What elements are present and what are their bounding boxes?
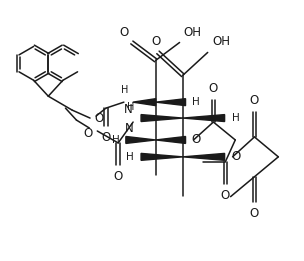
Text: H: H bbox=[126, 152, 134, 162]
Polygon shape bbox=[126, 137, 156, 144]
Text: H: H bbox=[192, 97, 199, 107]
Text: O: O bbox=[192, 133, 201, 146]
Text: O: O bbox=[232, 150, 241, 163]
Text: N: N bbox=[125, 122, 134, 135]
Text: OH: OH bbox=[213, 35, 231, 49]
Text: O: O bbox=[114, 170, 123, 183]
Polygon shape bbox=[183, 153, 225, 160]
Polygon shape bbox=[183, 115, 225, 122]
Text: N: N bbox=[123, 103, 132, 116]
Text: O: O bbox=[119, 26, 129, 39]
Text: O: O bbox=[250, 207, 259, 220]
Text: OH: OH bbox=[184, 26, 202, 39]
Text: H: H bbox=[127, 102, 134, 112]
Text: O: O bbox=[209, 82, 218, 95]
Text: O: O bbox=[83, 127, 92, 140]
Polygon shape bbox=[133, 99, 156, 106]
Polygon shape bbox=[141, 153, 183, 160]
Text: H: H bbox=[232, 113, 239, 123]
Text: O: O bbox=[101, 131, 111, 144]
Text: H: H bbox=[121, 85, 129, 95]
Polygon shape bbox=[141, 115, 183, 122]
Text: H: H bbox=[112, 135, 120, 145]
Text: O: O bbox=[151, 35, 161, 49]
Polygon shape bbox=[156, 99, 185, 106]
Text: O: O bbox=[221, 189, 230, 202]
Polygon shape bbox=[156, 137, 185, 144]
Text: O: O bbox=[94, 111, 103, 124]
Text: O: O bbox=[250, 94, 259, 107]
